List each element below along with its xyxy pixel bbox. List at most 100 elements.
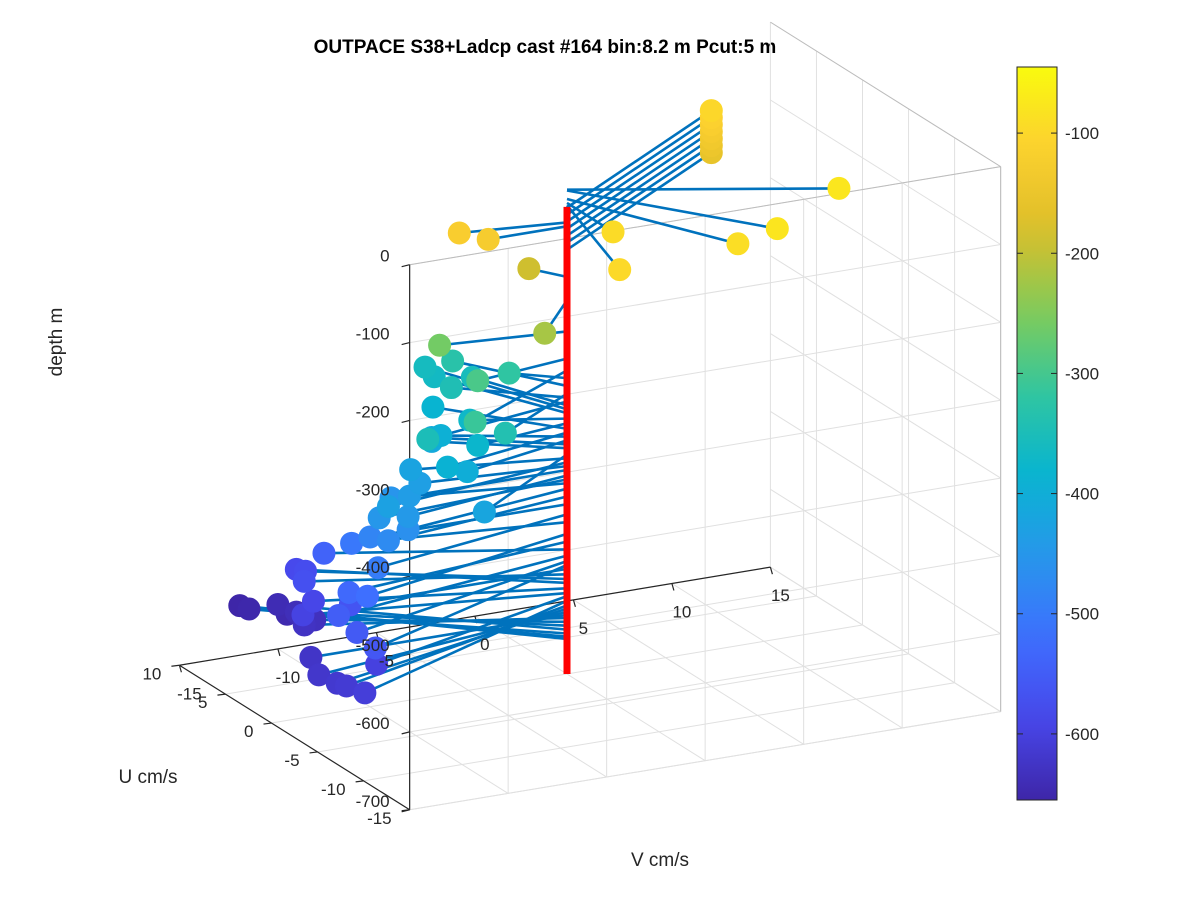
stem-line: [466, 439, 568, 473]
data-point: [327, 604, 351, 628]
y-tick-label: 0: [244, 722, 253, 741]
data-point: [399, 458, 423, 482]
stem-line: [432, 405, 568, 431]
y-tick-mark: [171, 664, 180, 667]
grid-layer: [179, 21, 1002, 811]
x-tick-label: -5: [379, 652, 394, 671]
y-tick-mark: [309, 751, 318, 754]
stems-layer: [239, 109, 839, 695]
stem-line: [477, 357, 568, 383]
data-point: [827, 176, 851, 200]
tick-labels-layer: -15 -10 -5 0 5 10 15 -15 -10 -5 0 5 10 0 -100 -200 -300 -…: [142, 247, 789, 828]
stem-line: [350, 567, 568, 607]
y-tick-label: 5: [198, 693, 207, 712]
colorbar-gradient: [1016, 66, 1058, 801]
x-tick-label: 0: [480, 635, 489, 654]
stem-line: [356, 559, 568, 634]
grid-line: [671, 583, 903, 729]
z-tick-label: -500: [356, 636, 390, 655]
stem-line: [364, 599, 568, 695]
z-axis-label: depth m: [46, 308, 67, 377]
data-point: [466, 433, 490, 457]
stem-line: [407, 474, 568, 518]
grid-line: [770, 411, 1001, 557]
stem-line: [504, 392, 568, 435]
x-tick-label: 10: [672, 603, 691, 622]
stem-line: [376, 594, 568, 666]
stem-line: [483, 453, 568, 514]
axes-layer: [171, 21, 1002, 813]
points-layer: [228, 99, 851, 705]
data-point: [428, 333, 452, 357]
data-point: [363, 636, 387, 660]
data-point: [376, 494, 400, 518]
colorbar-tick-label: -300: [1065, 364, 1099, 383]
colorbar-tick-label: -100: [1065, 124, 1099, 143]
stem-line: [374, 563, 568, 650]
data-point: [237, 597, 261, 621]
stem-line: [566, 144, 713, 244]
x-tick-mark: [769, 566, 773, 575]
chart-title: OUTPACE S38+Ladcp cast #164 bin:8.2 m Pc…: [314, 37, 777, 58]
grid-line: [409, 711, 1001, 811]
x-tick-label: -10: [276, 668, 301, 687]
stem-line: [566, 189, 778, 230]
grid-line: [363, 682, 955, 782]
data-point: [376, 529, 400, 553]
grid-line: [770, 99, 1001, 245]
data-point: [366, 556, 390, 580]
x-axis-label: V cm/s: [631, 850, 689, 871]
data-point: [439, 376, 463, 400]
data-point: [601, 220, 625, 244]
x-tick-mark: [178, 665, 182, 673]
z-tick-mark: [401, 419, 410, 424]
grid-line: [573, 599, 804, 745]
colorbar-tick-label: -400: [1065, 485, 1099, 504]
grid-line: [770, 255, 1001, 401]
data-point: [476, 227, 500, 251]
data-point: [396, 504, 420, 528]
stem-line: [459, 221, 568, 235]
y-tick-label: 10: [142, 664, 161, 683]
data-point: [466, 369, 490, 393]
y-axis-line: [179, 664, 410, 811]
data-point: [463, 410, 487, 434]
grid-line: [474, 615, 706, 762]
data-point: [699, 99, 723, 123]
stem-line: [566, 197, 739, 246]
stem-line: [377, 513, 568, 569]
colorbar-tick-label: -600: [1065, 725, 1099, 744]
data-point: [312, 541, 336, 565]
data-point: [455, 460, 479, 484]
z-tick-mark: [401, 731, 410, 735]
z-tick-label: -400: [356, 558, 390, 577]
y-tick-mark: [263, 722, 272, 725]
data-point: [301, 589, 325, 613]
data-point: [416, 427, 440, 451]
colorbar-tick-label: -500: [1065, 605, 1099, 624]
z-tick-label: -700: [356, 792, 390, 811]
grid-line: [770, 177, 1001, 323]
data-point: [413, 355, 437, 379]
stem-line: [474, 369, 568, 424]
stem-line: [424, 365, 568, 411]
data-point: [608, 258, 632, 282]
data-point: [292, 569, 316, 593]
grid-line: [770, 333, 1001, 479]
data-point: [345, 621, 369, 645]
stem-line: [367, 532, 568, 598]
data-point: [726, 232, 750, 256]
grid-line: [317, 653, 909, 753]
y-tick-mark: [355, 780, 364, 783]
x-tick-mark: [277, 648, 281, 657]
data-point: [353, 681, 377, 705]
x-tick-mark: [671, 583, 675, 591]
z-tick-mark: [401, 809, 410, 813]
z-tick-mark: [401, 264, 410, 268]
data-point: [472, 500, 496, 524]
z-tick-label: -100: [356, 325, 390, 344]
z-tick-label: -200: [356, 402, 390, 421]
data-point: [436, 455, 460, 479]
y-axis-label: U cm/s: [118, 767, 177, 788]
